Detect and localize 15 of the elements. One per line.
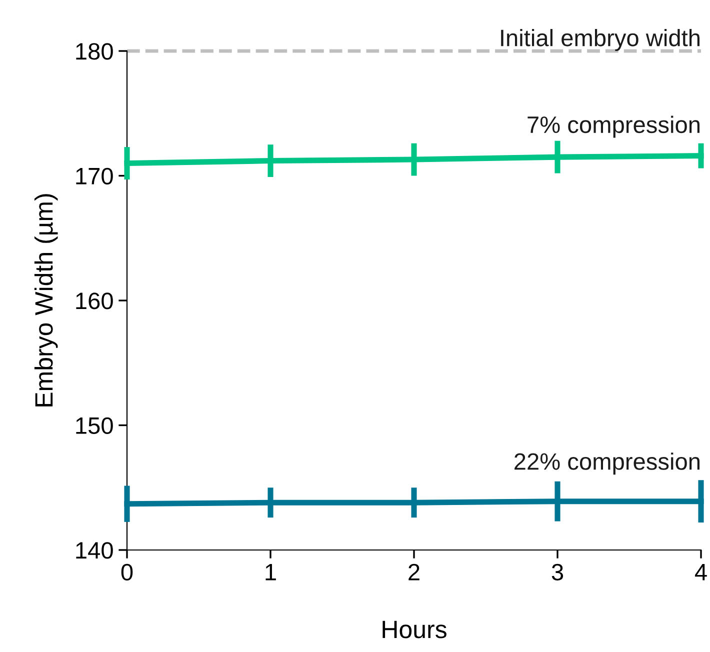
x-tick-label: 4: [694, 564, 707, 580]
x-tick-label: 1: [266, 564, 276, 580]
y-tick-label: 160: [76, 292, 113, 310]
ref-line-label: Initial embryo width: [501, 28, 700, 51]
y-tick-label: 140: [76, 542, 113, 559]
x-tick-label: 0: [121, 564, 133, 581]
x-tick-label: 3: [552, 564, 564, 581]
series-label: 22% compression: [514, 452, 700, 475]
y-tick-label: 150: [76, 417, 113, 434]
x-tick-label: 2: [408, 564, 420, 580]
series-label: 7% compression: [528, 116, 700, 138]
y-tick-label: 180: [76, 43, 113, 60]
x-axis-title: Hours: [382, 620, 446, 638]
y-axis-title: Embryo Width (µm): [34, 194, 58, 406]
y-tick-label: 170: [76, 168, 113, 185]
